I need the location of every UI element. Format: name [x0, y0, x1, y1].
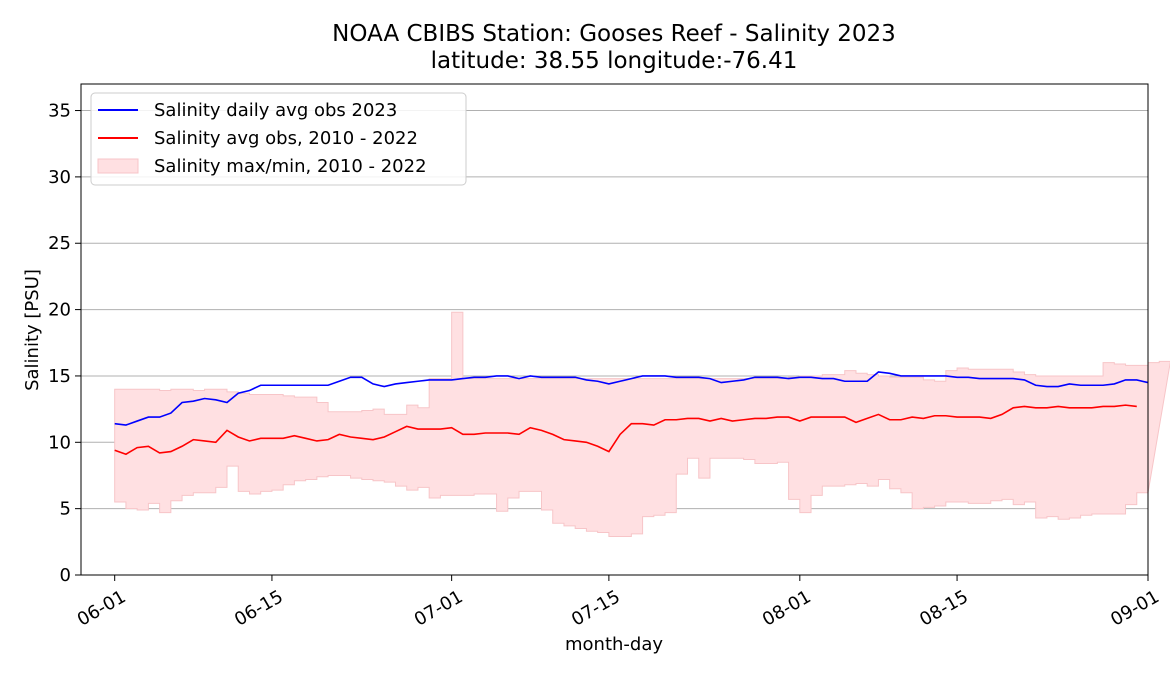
y-tick-label: 5: [60, 499, 71, 520]
y-tick-label: 20: [48, 300, 71, 321]
x-tick-label: 08-15: [916, 586, 972, 630]
series-line-avg: [114, 404, 1137, 456]
x-axis-label: month-day: [565, 634, 663, 655]
legend-box: [90, 92, 467, 186]
legend-band-swatch: [97, 158, 139, 174]
y-tick-label: 35: [48, 101, 71, 122]
legend-label: Salinity max/min, 2010 - 2022: [154, 156, 427, 177]
legend-label: Salinity avg obs, 2010 - 2022: [154, 128, 418, 149]
y-tick-label: 15: [48, 366, 71, 387]
x-tick-label: 06-15: [231, 586, 287, 630]
legend-label: Salinity daily avg obs 2023: [154, 100, 397, 121]
y-tick-label: 0: [60, 565, 71, 586]
x-tick-label: 08-01: [759, 586, 815, 630]
y-tick-label: 30: [48, 167, 71, 188]
legend: Salinity daily avg obs 2023 Salinity avg …: [90, 92, 467, 186]
x-tick-label: 07-15: [568, 586, 624, 630]
y-tick-label: 10: [48, 432, 71, 453]
chart-subtitle: latitude: 38.55 longitude:-76.41: [431, 48, 798, 74]
series-line-2023: [114, 371, 1149, 426]
x-tick-label: 06-01: [74, 586, 130, 630]
plot-frame: [80, 83, 1149, 576]
chart-title: NOAA CBIBS Station: Gooses Reef - Salini…: [332, 21, 896, 47]
y-tick-label: 25: [48, 233, 71, 254]
x-tick-label: 07-01: [411, 586, 467, 630]
y-axis-label: Salinity [PSU]: [22, 269, 43, 391]
x-tick-label: 09-01: [1107, 586, 1163, 630]
